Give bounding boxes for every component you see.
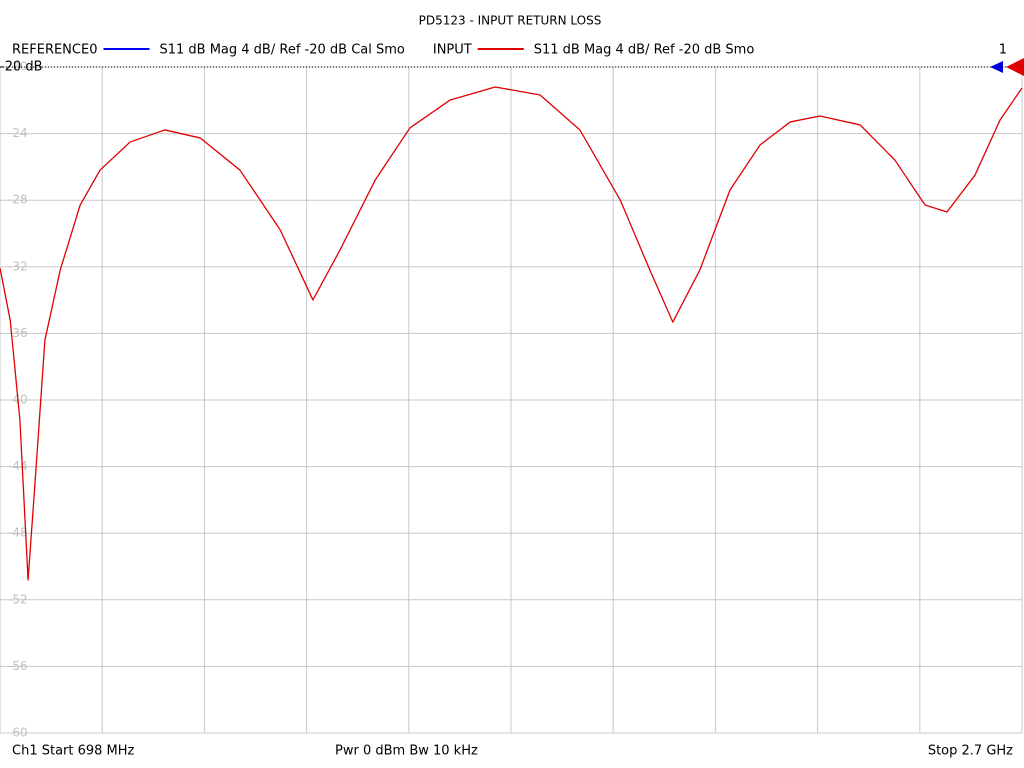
legend-name: REFERENCE0 <box>12 43 97 58</box>
reference-marker <box>1006 58 1024 76</box>
footer-stop: Stop 2.7 GHz <box>928 744 1013 759</box>
y-tick-label: -28 <box>8 193 28 207</box>
legend-name: INPUT <box>433 43 472 58</box>
footer-start: Ch1 Start 698 MHz <box>12 744 135 759</box>
y-tick-label: -36 <box>8 326 28 340</box>
y-tick-label: -44 <box>8 459 28 473</box>
reference-label: -20 dB <box>0 60 43 75</box>
y-tick-label: -24 <box>8 126 28 140</box>
y-tick-label: -56 <box>8 659 28 673</box>
trace <box>0 86 1023 581</box>
channel-number: 1 <box>999 43 1007 58</box>
legend-text: S11 dB Mag 4 dB/ Ref -20 dB Cal Smo <box>159 43 404 58</box>
reference-marker <box>990 61 1003 73</box>
chart-title: PD5123 - INPUT RETURN LOSS <box>419 14 602 28</box>
y-tick-label: -52 <box>8 592 28 606</box>
y-tick-label: -48 <box>8 526 28 540</box>
y-tick-label: -32 <box>8 259 28 273</box>
footer-power: Pwr 0 dBm Bw 10 kHz <box>335 744 478 759</box>
legend-text: S11 dB Mag 4 dB/ Ref -20 dB Smo <box>534 43 755 58</box>
